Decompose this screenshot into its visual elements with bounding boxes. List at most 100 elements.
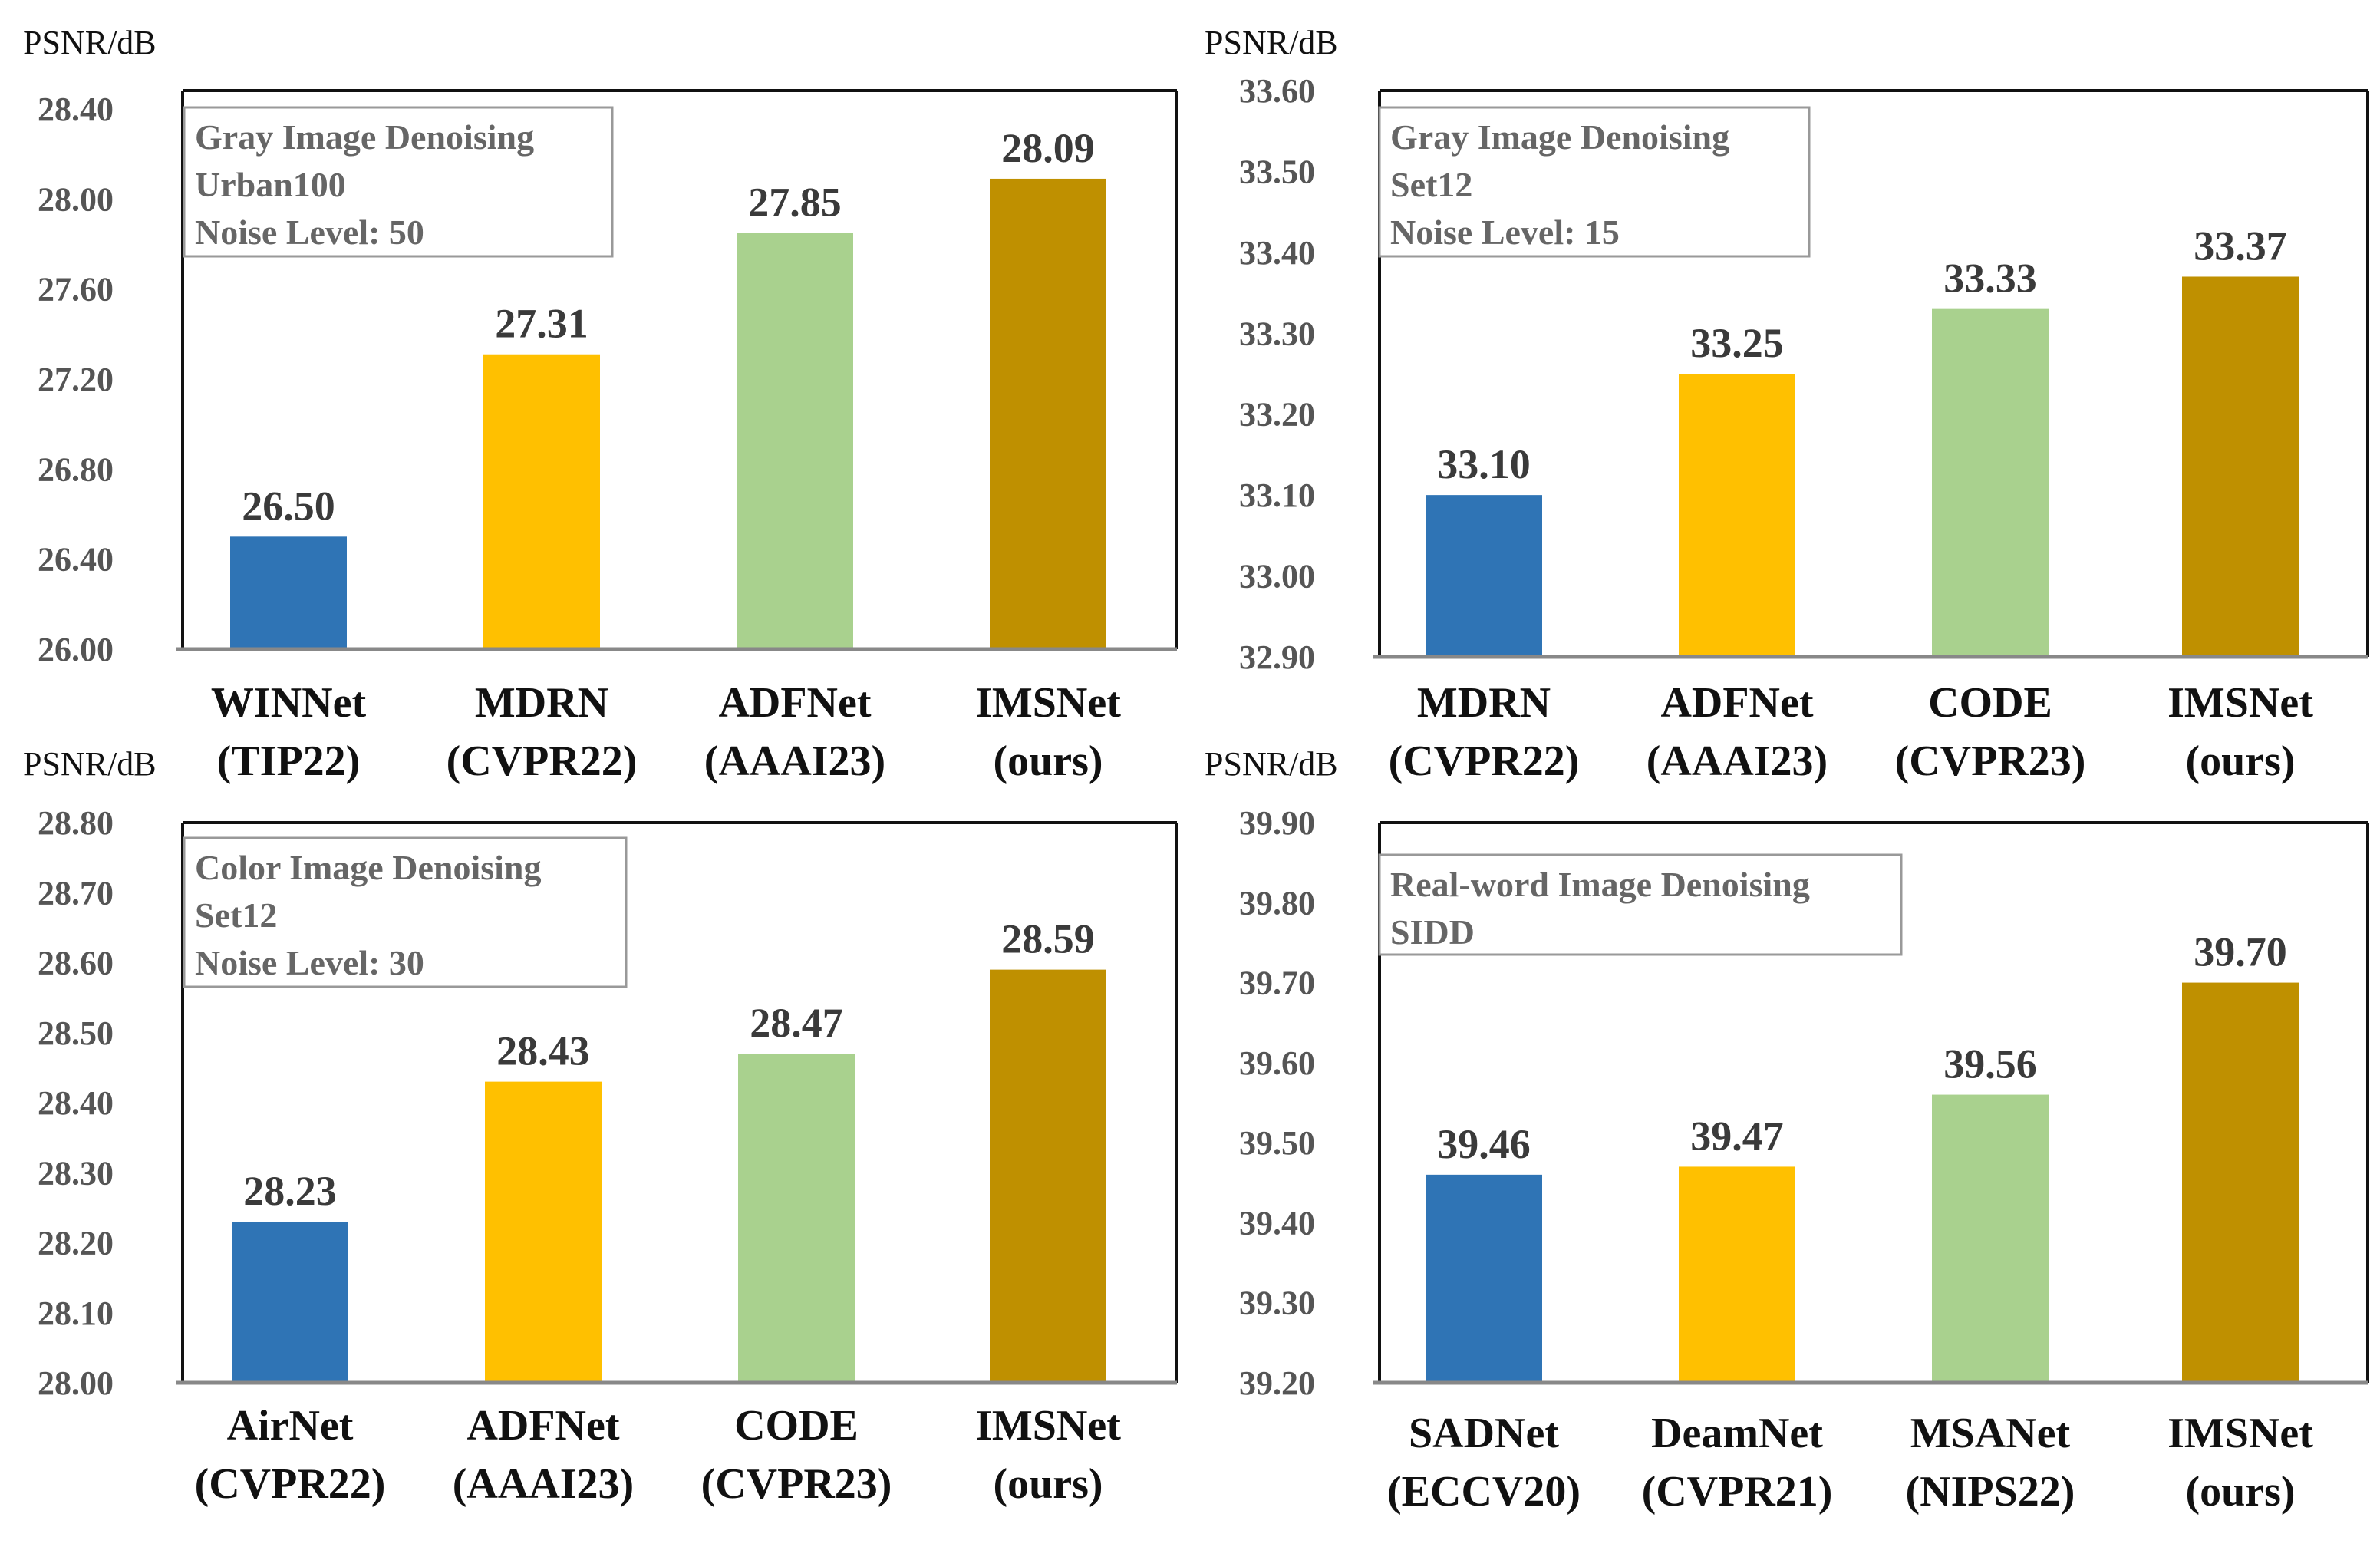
chart-2: PSNR/dB 32.90 33.00 33.10 33.20 33.30 33.40 33.… (1205, 24, 2369, 785)
x-category-label: MDRN (475, 679, 608, 727)
x-category-label: ADFNet (466, 1402, 619, 1450)
x-category-label: MDRN (1417, 679, 1551, 727)
y-tick-label: 33.50 (1239, 153, 1315, 190)
bar-code (1932, 308, 2049, 657)
y-axis-title: PSNR/dB (23, 24, 157, 61)
y-tick-label: 28.60 (38, 945, 114, 982)
y-tick-label: 39.60 (1239, 1044, 1315, 1082)
y-tick-label: 33.00 (1239, 558, 1315, 595)
x-category-venue: (CVPR23) (701, 1460, 892, 1508)
x-category-venue: (CVPR23) (1895, 737, 2086, 785)
x-category-label: ADFNet (718, 679, 871, 727)
x-category-venue: (ours) (2185, 1468, 2295, 1516)
y-tick-label: 33.10 (1239, 477, 1315, 514)
bar-adfnet (485, 1081, 602, 1383)
x-category-venue: (NIPS22) (1906, 1468, 2075, 1516)
y-tick-label: 39.80 (1239, 884, 1315, 922)
legend-box: Color Image Denoising Set12 Noise Level: 3… (183, 836, 628, 988)
chart-3: PSNR/dB 28.00 28.10 28.20 28.30 28.40 28.50 28.… (23, 745, 1178, 1508)
x-category-label: AirNet (227, 1402, 354, 1450)
x-category-venue: (TIP22) (217, 737, 361, 785)
x-category-label: IMSNet (975, 679, 1121, 727)
bar-value-label: 26.50 (242, 483, 335, 529)
y-tick-label: 26.40 (38, 541, 114, 579)
x-category-label: WINNet (211, 679, 367, 727)
y-tick-label: 39.30 (1239, 1285, 1315, 1322)
x-category-label: DeamNet (1651, 1410, 1823, 1457)
legend-line: Set12 (195, 896, 277, 935)
x-category-label: CODE (1928, 679, 2052, 727)
bar-imsnet (990, 178, 1106, 649)
legend-border (1378, 106, 1811, 258)
bar-value-label: 33.25 (1690, 320, 1784, 366)
y-tick-label: 28.80 (38, 804, 114, 842)
y-tick-label: 28.10 (38, 1295, 114, 1332)
x-category-venue: (CVPR22) (195, 1460, 386, 1508)
x-category-venue: (ECCV20) (1387, 1468, 1581, 1516)
x-category-venue: (AAAI23) (453, 1460, 634, 1508)
legend-line: Gray Image Denoising (1390, 117, 1729, 157)
bar-value-label: 33.37 (2194, 223, 2287, 269)
bar-value-label: 33.10 (1437, 441, 1531, 487)
bar-value-label: 33.33 (1943, 256, 2037, 302)
bar-mdrn (483, 354, 600, 649)
bar-airnet (232, 1222, 348, 1383)
legend-border (1378, 853, 1903, 956)
bar-winnet (230, 536, 347, 649)
y-tick-label: 39.70 (1239, 965, 1315, 1002)
y-tick-label: 28.70 (38, 874, 114, 912)
y-tick-label: 32.90 (1239, 638, 1315, 676)
legend-line: Real-word Image Denoising (1390, 865, 1810, 904)
x-category-label: MSANet (1910, 1410, 2071, 1457)
legend-line: Noise Level: 15 (1390, 213, 1620, 252)
legend-line: Color Image Denoising (195, 848, 542, 887)
x-category-label: IMSNet (2167, 679, 2313, 727)
y-tick-label: 26.80 (38, 450, 114, 488)
bar-value-label: 27.85 (748, 179, 842, 225)
x-category-venue: (ours) (2185, 737, 2295, 785)
y-axis-title: PSNR/dB (1205, 745, 1338, 783)
legend-box: Gray Image Denoising Set12 Noise Level: 15 (1378, 106, 1811, 258)
bar-value-label: 39.47 (1690, 1113, 1784, 1159)
legend-border (183, 836, 628, 988)
bar-imsnet (2182, 982, 2299, 1383)
bar-msanet (1932, 1094, 2049, 1383)
x-category-label: CODE (734, 1402, 859, 1450)
bar-value-label: 39.56 (1943, 1041, 2037, 1087)
bar-value-label: 39.70 (2194, 929, 2287, 975)
chart-1: PSNR/dB 26.00 26.40 26.80 27.20 27.60 28.00 28.… (23, 24, 1178, 785)
bar-imsnet (2182, 276, 2299, 657)
x-category-venue: (AAAI23) (704, 737, 885, 785)
chart-4: PSNR/dB 39.20 39.30 39.40 39.50 39.60 39.70 39.… (1205, 745, 2369, 1516)
bar-adfnet (737, 233, 853, 649)
bar-value-label: 27.31 (495, 301, 588, 347)
y-axis-title: PSNR/dB (23, 745, 157, 783)
bar-value-label: 28.23 (243, 1168, 337, 1214)
bar-imsnet (990, 969, 1106, 1383)
x-category-venue: (CVPR22) (447, 737, 638, 785)
y-tick-label: 28.20 (38, 1225, 114, 1262)
y-tick-label: 33.20 (1239, 396, 1315, 434)
y-tick-label: 27.60 (38, 271, 114, 308)
y-tick-label: 27.20 (38, 361, 114, 398)
y-tick-label: 28.00 (38, 180, 114, 218)
legend-border (183, 106, 614, 258)
legend-line: SIDD (1390, 912, 1475, 952)
x-category-label: ADFNet (1660, 679, 1813, 727)
y-tick-label: 33.30 (1239, 315, 1315, 352)
bar-code (738, 1054, 855, 1383)
x-category-venue: (AAAI23) (1647, 737, 1828, 785)
y-tick-label: 28.50 (38, 1014, 114, 1052)
y-tick-label: 33.40 (1239, 234, 1315, 272)
bar-value-label: 28.59 (1001, 916, 1095, 962)
y-tick-label: 33.60 (1239, 72, 1315, 110)
bar-mdrn (1426, 495, 1542, 657)
y-tick-label: 28.00 (38, 1364, 114, 1402)
legend-line: Noise Level: 30 (195, 943, 424, 982)
legend-line: Set12 (1390, 165, 1472, 204)
y-tick-label: 28.40 (38, 1084, 114, 1122)
y-tick-label: 39.90 (1239, 804, 1315, 842)
y-tick-label: 28.40 (38, 91, 114, 128)
x-category-venue: (ours) (993, 737, 1103, 785)
